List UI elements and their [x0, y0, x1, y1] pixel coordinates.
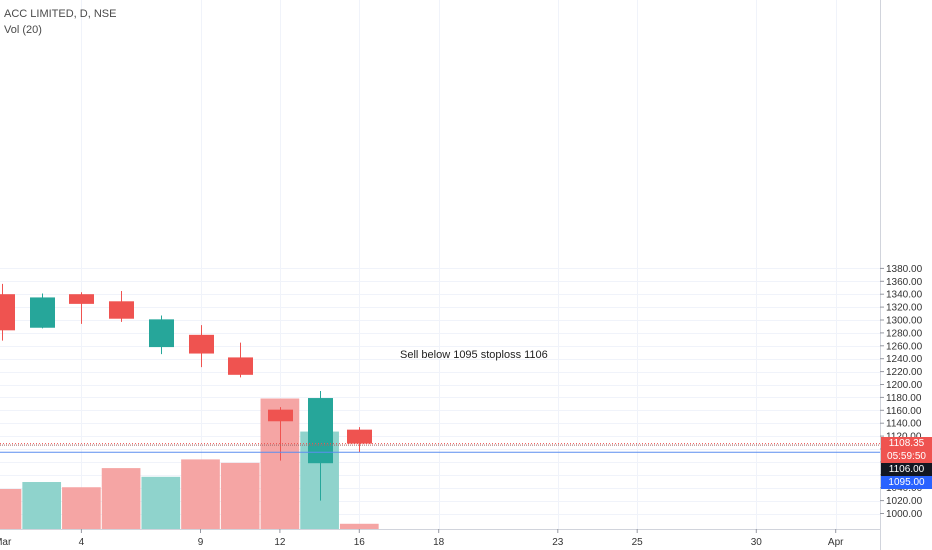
- price-tick-label: 1000.00: [886, 509, 923, 520]
- price-tick-label: 1300.00: [886, 316, 923, 327]
- candle-body: [347, 429, 372, 444]
- price-tick-label: 1280.00: [886, 328, 923, 339]
- candle-body: [0, 294, 15, 331]
- volume-bars: [0, 398, 379, 529]
- price-tick-label: 1180.00: [886, 393, 922, 404]
- volume-bar: [181, 459, 220, 529]
- bar-countdown-label: 05:59:50: [881, 449, 932, 463]
- time-axis[interactable]: Mar 4 9 12 16 18 23 25 30 Apr: [0, 529, 844, 548]
- volume-bar: [22, 482, 62, 529]
- symbol-title[interactable]: ACC LIMITED, D, NSE: [4, 8, 117, 20]
- candle-body: [308, 398, 333, 464]
- trade-note-annotation[interactable]: Sell below 1095 stoploss 1106: [400, 349, 548, 361]
- price-tick-label: 1220.00: [886, 367, 923, 378]
- price-lines: [0, 443, 880, 453]
- price-tick-label: 1200.00: [886, 380, 923, 391]
- candle-body: [69, 294, 94, 304]
- trigger-price-label: 1095.00: [881, 475, 932, 489]
- candle-body: [189, 334, 214, 354]
- price-tick-label: 1380.00: [886, 264, 923, 275]
- time-tick-label: Apr: [828, 537, 844, 548]
- candle-body: [149, 319, 174, 348]
- candle-body: [30, 297, 55, 328]
- volume-bar: [141, 476, 181, 529]
- time-tick-label: 30: [751, 537, 763, 548]
- volume-study-label[interactable]: Vol (20): [4, 24, 42, 36]
- time-tick-label: 23: [552, 537, 564, 548]
- price-tick-label: 1360.00: [886, 277, 923, 288]
- price-tick-label: 1040.00: [886, 483, 923, 494]
- price-tick-label: 1140.00: [886, 419, 922, 430]
- price-tick-label: 1240.00: [886, 354, 923, 365]
- stoploss-price-label: 1106.00: [881, 462, 932, 476]
- time-tick-label: Mar: [0, 537, 12, 548]
- time-tick-label: 25: [632, 537, 644, 548]
- price-tick-label: 1320.00: [886, 303, 923, 314]
- volume-bar: [101, 468, 141, 529]
- price-tick-label: 1340.00: [886, 290, 923, 301]
- time-tick-label: 18: [433, 537, 445, 548]
- candle-body: [228, 357, 253, 375]
- time-tick-label: 9: [198, 537, 204, 548]
- volume-bar: [220, 462, 260, 529]
- time-tick-label: 4: [79, 537, 85, 548]
- candle-body: [109, 301, 134, 319]
- volume-bar: [62, 487, 101, 529]
- chart-grid: [0, 0, 880, 529]
- chart-legend: ACC LIMITED, D, NSE Vol (20): [4, 6, 116, 38]
- price-tick-label: 1020.00: [886, 496, 923, 507]
- last-price-label: 1108.35: [881, 436, 932, 450]
- price-tick-label: 1260.00: [886, 341, 923, 352]
- candle-body: [268, 409, 293, 422]
- volume-bar: [339, 523, 379, 529]
- price-tick-label: 1160.00: [886, 406, 922, 417]
- time-tick-label: 16: [354, 537, 366, 548]
- volume-bar: [0, 488, 22, 529]
- time-tick-label: 12: [274, 537, 286, 548]
